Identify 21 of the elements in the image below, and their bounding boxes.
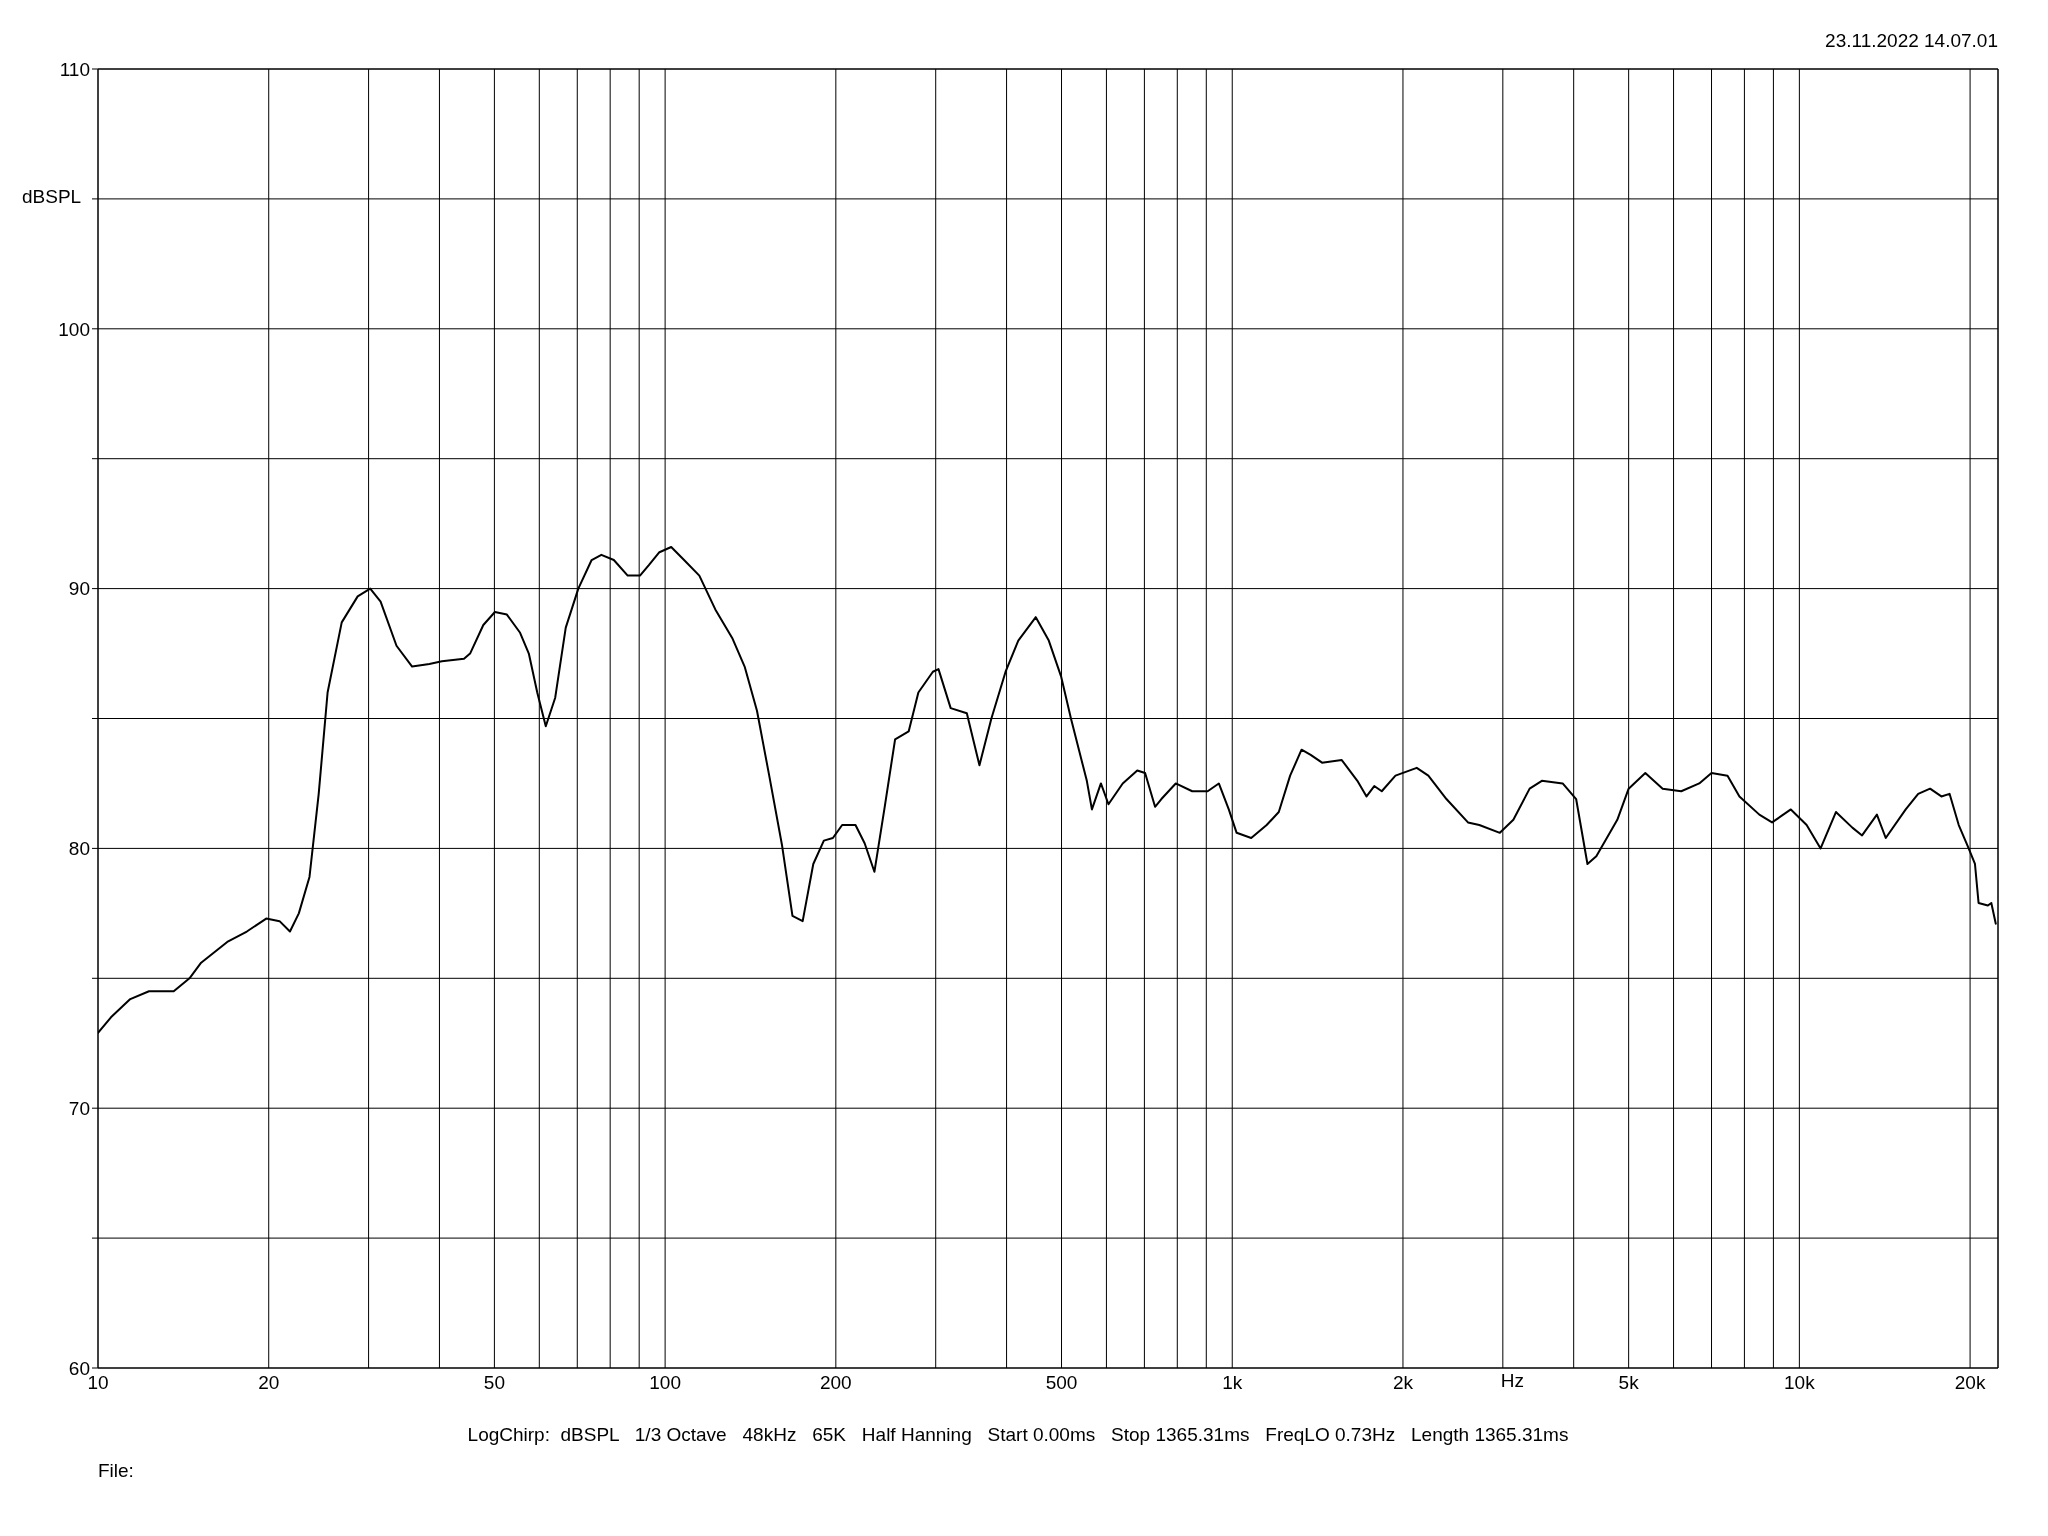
text: File: <box>98 1460 134 1482</box>
x-tick-label: 20 <box>258 1372 280 1394</box>
x-axis-title: Hz <box>1500 1370 1525 1392</box>
x-tick-label: 20k <box>1954 1372 1986 1394</box>
y-tick-label: 110 <box>59 58 90 80</box>
y-tick-label: 70 <box>68 1097 90 1119</box>
x-tick-label: 2k <box>1392 1372 1414 1394</box>
x-tick-label: 50 <box>483 1372 505 1394</box>
text: 23.11.2022 14.07.01 <box>1825 30 1998 52</box>
y-tick-label: 100 <box>58 318 90 340</box>
y-tick-label: 60 <box>68 1357 90 1379</box>
y-axis-title: dBSPL <box>22 186 82 208</box>
x-tick-label: 500 <box>1045 1372 1078 1394</box>
y-tick-label: 90 <box>68 578 90 600</box>
y-tick-label: 80 <box>68 838 90 860</box>
x-tick-label: 200 <box>819 1372 852 1394</box>
x-tick-label: 1k <box>1222 1372 1243 1394</box>
x-tick-label: 5k <box>1618 1372 1640 1394</box>
x-tick-label: 10k <box>1784 1372 1816 1394</box>
x-tick-label: 100 <box>649 1372 681 1394</box>
text: LogChirp: dBSPL 1/3 Octave 48kHz 65K Half Hanning Start 0.00ms Stop 1365.31ms FreqLO 0.73Hz Length 1365.31ms <box>466 1424 1570 1446</box>
